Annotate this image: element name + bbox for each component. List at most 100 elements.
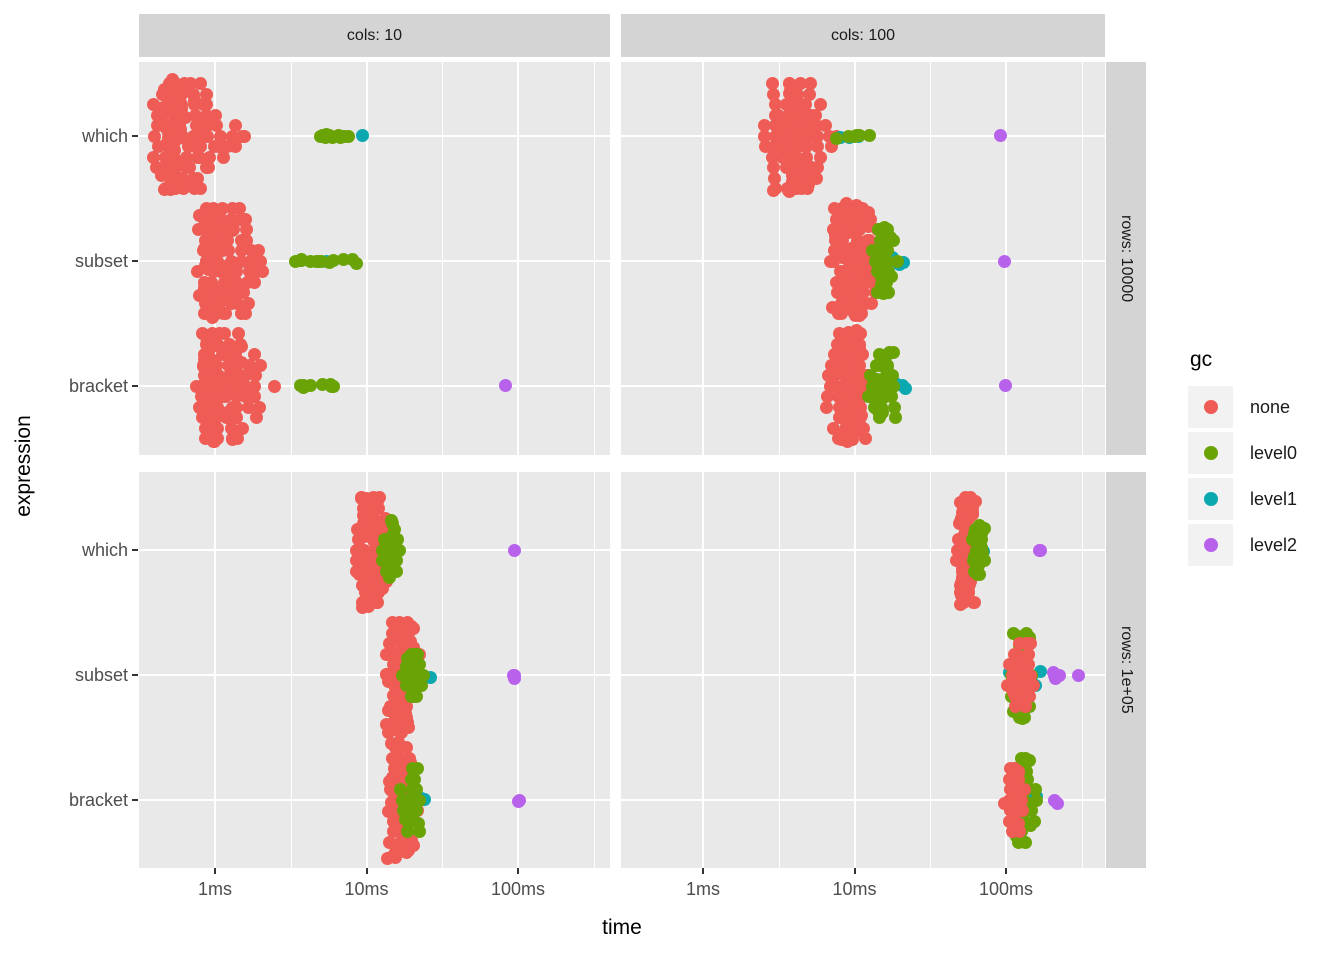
data-point — [226, 129, 239, 143]
data-point — [794, 103, 808, 117]
data-point — [1053, 668, 1067, 682]
data-point — [207, 365, 221, 379]
data-point — [833, 428, 847, 442]
gridline-horizontal — [139, 135, 610, 137]
gridline-major-vertical — [365, 472, 368, 868]
data-point — [356, 522, 370, 536]
legend-title: gc — [1190, 348, 1213, 371]
data-point — [389, 564, 403, 578]
data-point — [164, 182, 178, 196]
data-point — [248, 348, 261, 361]
data-point — [887, 345, 900, 359]
data-point — [188, 182, 202, 195]
data-point — [800, 150, 814, 164]
data-point — [254, 358, 267, 372]
data-point — [790, 119, 804, 133]
data-point — [848, 298, 862, 312]
gridline-minor-vertical — [290, 472, 292, 868]
data-point — [220, 140, 234, 153]
x-tick-mark — [365, 868, 368, 874]
data-point — [804, 161, 818, 174]
data-point — [781, 142, 795, 156]
gridline-minor-vertical — [778, 472, 780, 868]
data-point — [998, 379, 1012, 393]
y-tick-mark — [132, 385, 138, 387]
data-point — [151, 108, 165, 122]
data-point — [782, 131, 796, 145]
x-tick-label: 1ms — [197, 879, 232, 899]
data-point — [209, 288, 223, 302]
data-point — [840, 197, 853, 210]
data-point — [248, 275, 262, 289]
data-point — [202, 150, 216, 164]
data-point — [810, 129, 824, 143]
legend-items: none level0 level1 level2 — [1188, 386, 1338, 566]
data-point — [863, 212, 877, 226]
data-point — [148, 129, 162, 143]
data-point — [367, 572, 381, 586]
data-point — [871, 388, 885, 402]
data-point — [969, 494, 982, 508]
data-point — [157, 83, 171, 97]
legend-point-icon — [1203, 446, 1218, 460]
data-point — [256, 265, 270, 278]
x-tick-label: 100ms — [978, 879, 1034, 899]
data-point — [781, 184, 795, 197]
data-point — [864, 275, 878, 289]
data-point — [821, 390, 835, 403]
data-point — [294, 378, 308, 392]
data-point — [793, 77, 807, 90]
data-point — [222, 411, 236, 425]
data-point — [977, 522, 991, 535]
gridline-major-vertical — [702, 62, 704, 455]
data-point — [146, 150, 160, 164]
x-tick-label: 1ms — [685, 879, 720, 899]
data-point — [241, 400, 255, 414]
data-point — [146, 98, 160, 111]
data-point — [187, 94, 201, 107]
data-point — [189, 379, 203, 393]
data-point — [350, 564, 364, 578]
data-point — [954, 597, 968, 611]
data-point — [207, 387, 221, 401]
facet-panel — [139, 472, 610, 868]
data-point — [818, 119, 832, 132]
data-point — [239, 212, 252, 226]
y-axis-title: expression — [12, 415, 35, 517]
legend-point-icon — [1203, 400, 1218, 414]
legend-key-swatch — [1188, 432, 1233, 474]
data-point — [804, 77, 818, 90]
data-point — [851, 234, 865, 248]
data-point — [240, 223, 254, 236]
data-point — [234, 233, 248, 247]
data-point — [224, 421, 238, 435]
data-point — [252, 400, 266, 414]
gridline-horizontal — [139, 260, 610, 262]
data-point — [227, 256, 240, 270]
legend-label: level1 — [1250, 488, 1298, 509]
data-point — [231, 327, 245, 340]
y-tick-label: bracket — [68, 376, 128, 396]
data-point — [829, 275, 843, 289]
data-point — [889, 411, 902, 424]
data-point — [201, 129, 215, 143]
data-point — [356, 129, 370, 142]
data-point — [206, 421, 220, 435]
data-point — [785, 168, 799, 182]
data-point — [387, 688, 401, 702]
x-tick-label: 100ms — [490, 879, 546, 899]
legend: gc none level0 level1 level2 — [1188, 348, 1338, 570]
data-point — [238, 369, 252, 382]
data-point — [381, 535, 395, 548]
legend-label: level0 — [1250, 442, 1298, 463]
data-point — [209, 237, 223, 251]
data-point — [406, 762, 419, 775]
legend-key-swatch — [1188, 524, 1233, 566]
data-point — [194, 77, 207, 90]
legend-label: level2 — [1250, 534, 1298, 555]
data-point — [802, 177, 816, 191]
data-point — [235, 244, 248, 257]
gridline-minor-vertical — [593, 472, 595, 868]
data-point — [898, 382, 912, 396]
